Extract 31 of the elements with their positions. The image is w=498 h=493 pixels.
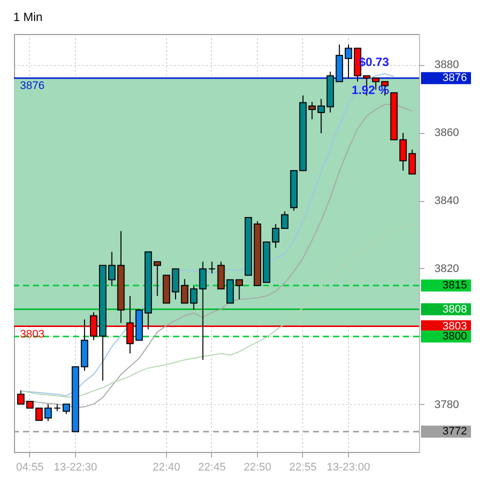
ref-line-label: 3815 — [442, 279, 467, 292]
candlestick — [208, 261, 216, 274]
candlestick — [44, 404, 52, 422]
chart-title: 1 Min — [13, 10, 43, 24]
ref-line-label: 3808 — [442, 303, 467, 316]
ref-line-label: 3800 — [442, 330, 467, 342]
candlestick — [217, 261, 225, 290]
y-tick-label: 3860 — [434, 127, 459, 140]
annotation: 3803 — [20, 328, 44, 340]
x-tick-label: 13-23:00 — [326, 462, 370, 474]
y-tick-label: 3880 — [434, 59, 459, 72]
ref-line-label: 3772 — [442, 426, 467, 438]
x-tick-label: 22:55 — [289, 462, 317, 474]
y-tick-label: 3840 — [434, 195, 459, 208]
annotation: 3876 — [20, 80, 44, 92]
y-tick-label: 3780 — [434, 398, 459, 411]
x-tick-label: 13-22:30 — [54, 462, 98, 474]
candlestick — [344, 44, 352, 79]
x-tick-label: 04:55 — [16, 462, 44, 474]
x-tick-label: 22:50 — [244, 462, 272, 474]
candlestick — [35, 408, 43, 421]
line-series — [20, 223, 413, 398]
candlestick — [308, 101, 316, 120]
ref-line-label: 3803 — [442, 320, 467, 332]
x-tick-label: 22:45 — [198, 462, 226, 474]
x-tick-label: 22:40 — [152, 462, 180, 474]
candlestick — [126, 296, 134, 354]
ref-line-label: 3876 — [442, 72, 467, 84]
candlestick — [172, 268, 180, 300]
y-tick-label: 3820 — [434, 262, 459, 275]
line-series — [20, 73, 394, 396]
